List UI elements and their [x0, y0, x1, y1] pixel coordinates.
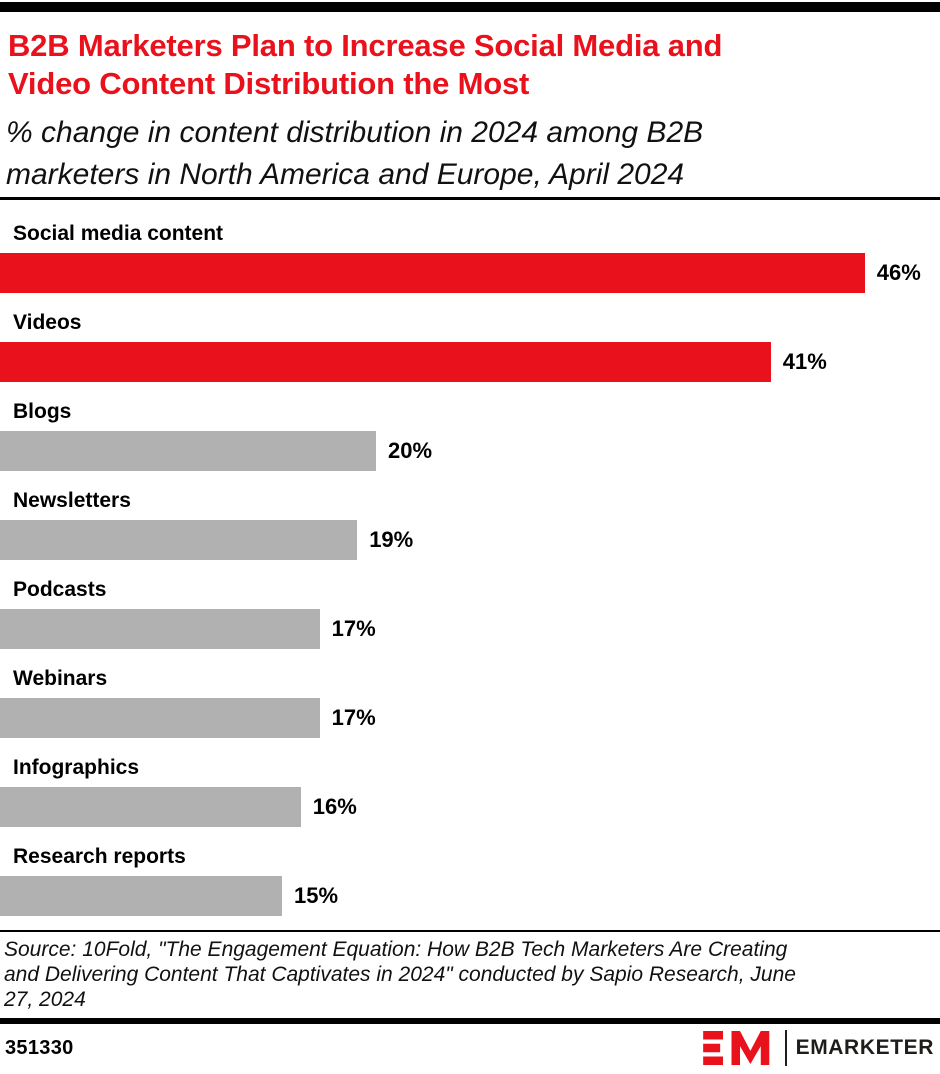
bar-track: 17% — [0, 609, 940, 649]
bar-track: 41% — [0, 342, 940, 382]
bar-row: Infographics 16% — [0, 755, 940, 827]
bar-track: 16% — [0, 787, 940, 827]
category-label: Infographics — [13, 756, 140, 779]
bar-track: 20% — [0, 431, 940, 471]
category-label: Blogs — [13, 400, 72, 423]
source-divider-rule — [0, 930, 940, 932]
bar-row: Newsletters 19% — [0, 488, 940, 560]
chart-title-line-2: Video Content Distribution the Most — [8, 66, 530, 101]
header-divider-rule — [0, 197, 940, 200]
chart-title: B2B Marketers Plan to Increase Social Me… — [8, 27, 930, 103]
top-border-bar — [0, 2, 940, 12]
bar-track: 17% — [0, 698, 940, 738]
source-note: Source: 10Fold, "The Engagement Equation… — [0, 932, 940, 1018]
category-label: Webinars — [13, 667, 108, 690]
value-label: 19% — [369, 527, 414, 552]
bar-row: Social media content 46% — [0, 221, 940, 293]
bar — [0, 876, 282, 916]
footer-divider-rule — [0, 1018, 940, 1024]
bar-row: Webinars 17% — [0, 666, 940, 738]
category-label: Social media content — [13, 222, 224, 245]
bar — [0, 342, 771, 382]
value-label: 41% — [782, 349, 827, 374]
value-label: 15% — [294, 883, 339, 908]
value-label: 20% — [388, 438, 433, 463]
category-label: Podcasts — [13, 578, 107, 601]
source-line-2: and Delivering Content That Captivates i… — [4, 963, 796, 986]
bar-track: 15% — [0, 876, 940, 916]
chart-subtitle-line-1: % change in content distribution in 2024… — [6, 116, 704, 149]
value-label: 46% — [876, 260, 921, 285]
category-label: Videos — [13, 311, 82, 334]
bar — [0, 609, 320, 649]
bar — [0, 698, 320, 738]
bar-row: Videos 41% — [0, 310, 940, 382]
value-label: 17% — [331, 705, 376, 730]
bar-row: Research reports 15% — [0, 844, 940, 916]
bar — [0, 787, 301, 827]
emarketer-logo: EMARKETER — [702, 1030, 934, 1066]
chart-subtitle: % change in content distribution in 2024… — [6, 112, 930, 196]
brand-name: EMARKETER — [795, 1036, 934, 1059]
source-line-1: Source: 10Fold, "The Engagement Equation… — [4, 938, 788, 961]
category-label: Research reports — [13, 845, 186, 868]
category-label: Newsletters — [13, 489, 131, 512]
bar-track: 46% — [0, 253, 940, 293]
bar-track: 19% — [0, 520, 940, 560]
bar-row: Blogs 20% — [0, 399, 940, 471]
emarketer-logo-mark-icon — [702, 1031, 769, 1065]
chart-title-line-1: B2B Marketers Plan to Increase Social Me… — [8, 28, 723, 63]
source-line-3: 27, 2024 — [4, 988, 86, 1011]
bar — [0, 431, 376, 471]
value-label: 17% — [331, 616, 376, 641]
chart-subtitle-line-2: marketers in North America and Europe, A… — [6, 158, 685, 191]
bar — [0, 253, 865, 293]
bar-chart: Social media content 46% Videos 41% Blogs 20%… — [0, 200, 940, 930]
chart-id: 351330 — [5, 1036, 74, 1059]
footer-bar: 351330 EMARKETER — [0, 1024, 940, 1072]
bar-row: Podcasts 17% — [0, 577, 940, 649]
value-label: 16% — [312, 794, 357, 819]
bar — [0, 520, 358, 560]
logo-divider — [784, 1030, 787, 1066]
